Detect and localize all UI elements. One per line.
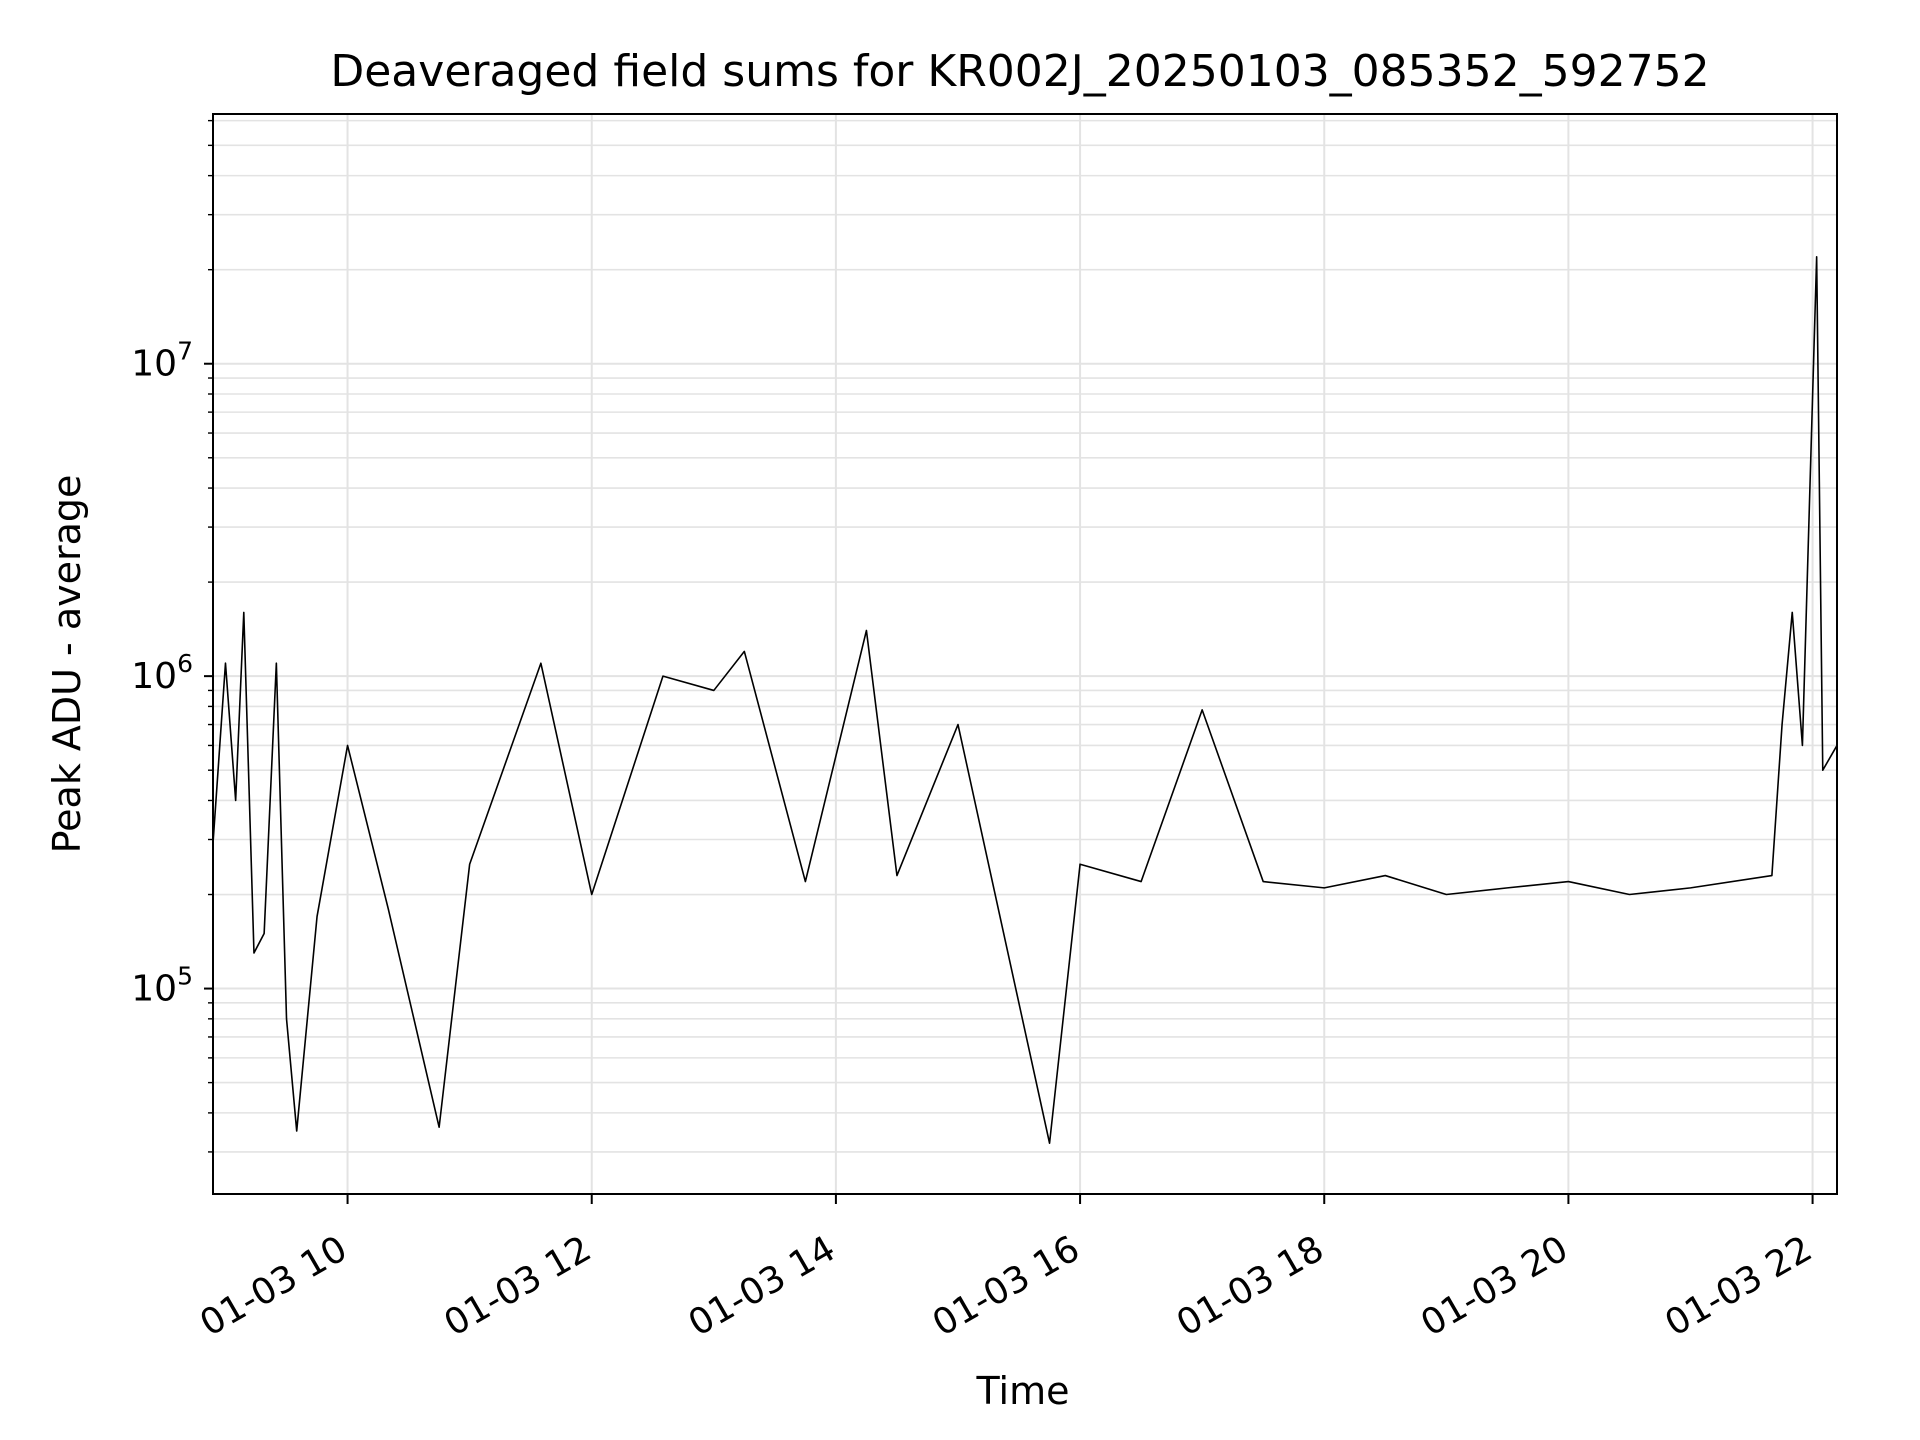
x-tick-label: 01-03 16 — [926, 1228, 1087, 1344]
y-tick-label-exponent: 5 — [177, 962, 193, 991]
x-tick-label: 01-03 22 — [1658, 1228, 1819, 1344]
grid — [213, 114, 1837, 1194]
y-axis-label: Peak ADU - average — [45, 475, 89, 854]
series-layer — [212, 255, 1838, 1144]
ticks: 01-03 10 01-03 12 01-03 14 01-03 16 01-03 18… — [131, 119, 1819, 1345]
y-tick-label-base: 10 — [131, 656, 177, 697]
x-tick-label: 01-03 20 — [1414, 1228, 1575, 1344]
x-tick-label: 01-03 14 — [682, 1228, 843, 1344]
chart-title: Deaveraged field sums for KR002J_2025010… — [330, 46, 1709, 97]
series-line — [212, 255, 1838, 1144]
plot-frame — [212, 113, 1838, 1195]
y-tick-label-exponent: 6 — [177, 649, 193, 678]
x-tick-label: 01-03 12 — [438, 1228, 599, 1344]
y-tick-label-base: 10 — [131, 344, 177, 385]
y-tick-label: 106 — [131, 649, 193, 697]
y-tick-label: 105 — [131, 962, 193, 1010]
x-axis-label: Time — [976, 1369, 1070, 1413]
x-tick-label: 01-03 10 — [193, 1228, 354, 1344]
x-tick-label: 01-03 18 — [1170, 1228, 1331, 1344]
y-tick-label: 107 — [131, 337, 193, 385]
y-tick-label-exponent: 7 — [177, 337, 193, 366]
y-tick-label-base: 10 — [131, 969, 177, 1010]
